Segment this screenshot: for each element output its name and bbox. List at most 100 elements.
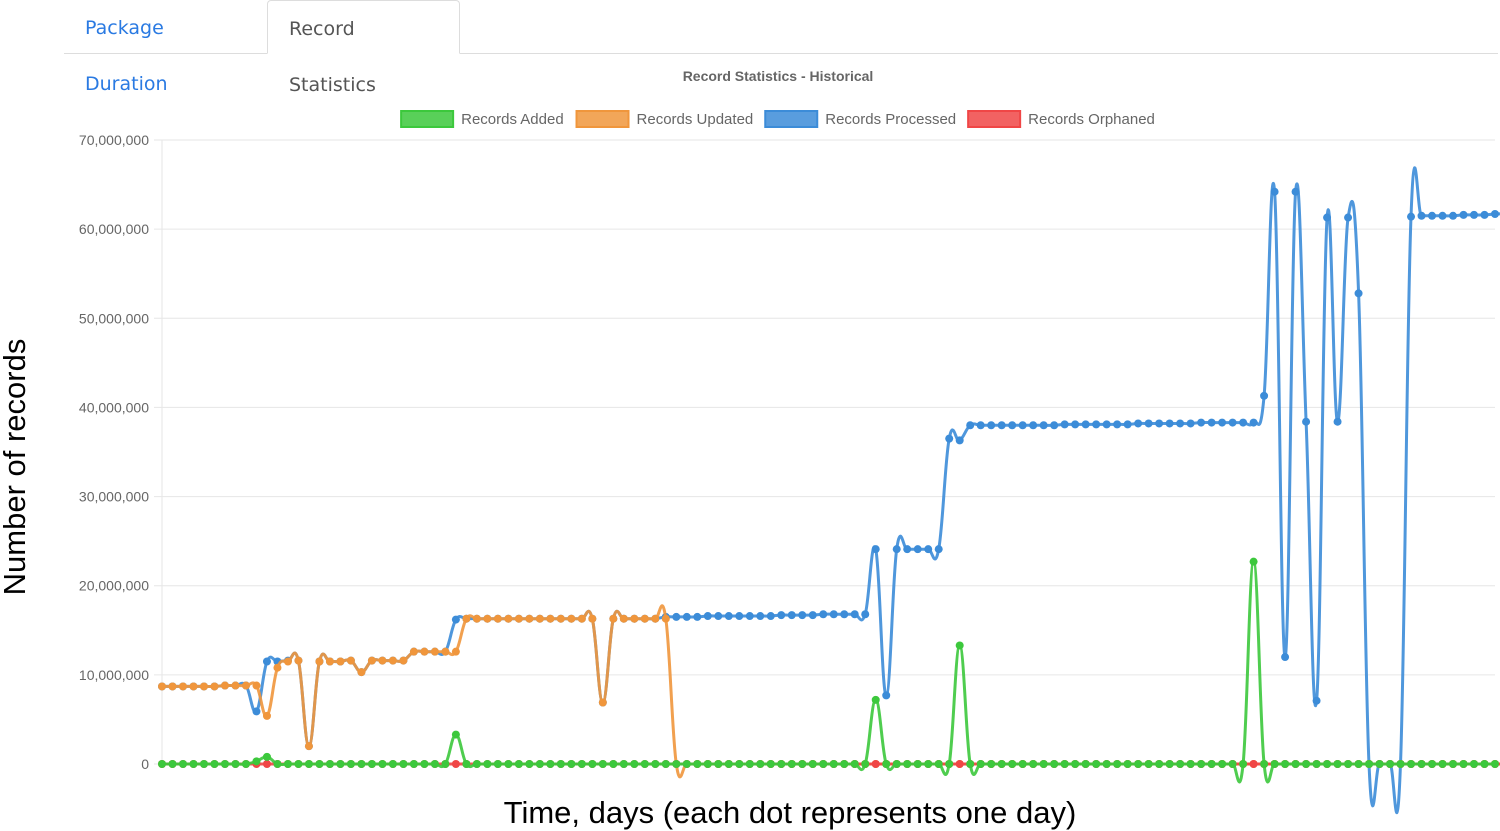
data-point [1176, 760, 1185, 768]
data-point [661, 614, 670, 623]
data-point [714, 612, 723, 621]
data-point [913, 545, 922, 554]
data-point [472, 760, 481, 768]
data-point [441, 760, 450, 768]
data-point [1354, 760, 1363, 768]
data-point [304, 760, 313, 768]
data-point [1407, 760, 1416, 768]
data-point [1249, 557, 1258, 566]
data-point [1113, 420, 1122, 429]
data-point [199, 682, 208, 691]
data-point [934, 545, 943, 554]
data-point [283, 760, 292, 768]
data-point [336, 760, 345, 768]
data-point [430, 647, 439, 656]
data-point [1186, 419, 1195, 428]
data-point [567, 614, 576, 623]
data-point [1165, 419, 1174, 428]
data-point [1281, 653, 1290, 662]
data-point [945, 434, 954, 443]
data-point [808, 611, 817, 620]
data-point [598, 698, 607, 707]
y-tick-label: 0 [141, 756, 149, 772]
data-point [462, 614, 471, 623]
data-point [577, 614, 586, 623]
data-point [1060, 760, 1069, 768]
data-point [262, 657, 271, 666]
data-point [955, 436, 964, 445]
data-point [1449, 211, 1458, 220]
y-tick-label: 20,000,000 [79, 578, 149, 594]
data-point [630, 614, 639, 623]
data-point [1239, 418, 1248, 427]
data-point [871, 695, 880, 704]
data-point [556, 614, 565, 623]
data-point [798, 611, 807, 620]
data-point [430, 760, 439, 768]
data-point [861, 760, 870, 768]
data-point [294, 760, 303, 768]
data-point [231, 681, 240, 690]
data-point [1260, 760, 1269, 768]
data-point [924, 760, 933, 768]
data-point [682, 760, 691, 768]
data-point [168, 760, 177, 768]
data-point [336, 657, 345, 666]
data-point [451, 615, 460, 624]
y-tick-label: 50,000,000 [79, 310, 149, 326]
data-point [871, 760, 880, 768]
data-point [514, 760, 523, 768]
data-point [262, 711, 271, 720]
data-point [1050, 421, 1059, 430]
data-point [1134, 419, 1143, 428]
data-point [735, 612, 744, 621]
series-records-added [158, 557, 1499, 784]
data-point [850, 760, 859, 768]
data-point [420, 647, 429, 656]
y-tick-label: 10,000,000 [79, 667, 149, 683]
tab-package-duration[interactable]: Package Duration [85, 17, 168, 95]
data-point [1249, 760, 1258, 768]
data-point [756, 760, 765, 768]
data-point [1228, 760, 1237, 768]
data-point [273, 663, 282, 672]
data-point [840, 610, 849, 619]
data-point [745, 612, 754, 621]
data-point [1113, 760, 1122, 768]
data-point [1144, 760, 1153, 768]
data-point [588, 614, 597, 623]
data-point [367, 760, 376, 768]
data-point [504, 614, 513, 623]
data-point [703, 760, 712, 768]
data-point [997, 760, 1006, 768]
tab-record-statistics[interactable]: Record Statistics [267, 0, 460, 96]
data-point [1491, 209, 1499, 218]
data-point [1428, 760, 1437, 768]
data-point [882, 760, 891, 768]
data-point [1039, 760, 1048, 768]
data-point [1365, 760, 1374, 768]
data-point [1102, 760, 1111, 768]
legend-label: Records Added [461, 111, 564, 128]
data-point [1249, 418, 1258, 427]
data-point [1134, 760, 1143, 768]
data-point [567, 760, 576, 768]
legend-swatch [575, 110, 630, 128]
data-point [1071, 420, 1080, 429]
data-point [1050, 760, 1059, 768]
data-point [262, 760, 271, 768]
data-point [252, 681, 261, 690]
data-point [766, 612, 775, 621]
data-point [640, 760, 649, 768]
data-point [924, 545, 933, 554]
data-point [472, 614, 481, 623]
data-point [1302, 760, 1311, 768]
data-point [976, 760, 985, 768]
y-tick-label: 40,000,000 [79, 399, 149, 415]
data-point [1123, 420, 1132, 429]
data-point [630, 760, 639, 768]
data-point [609, 614, 618, 623]
data-point [997, 421, 1006, 430]
data-point [357, 668, 366, 677]
data-point [178, 682, 187, 691]
